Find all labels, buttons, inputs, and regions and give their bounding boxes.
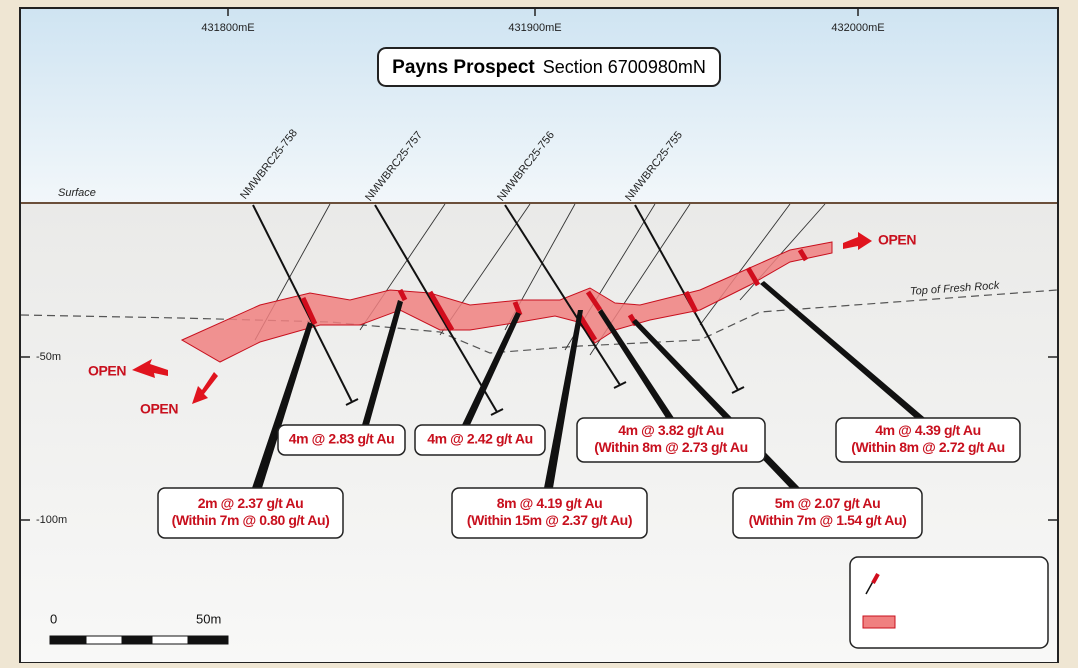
- scale-label: 50m: [196, 611, 221, 626]
- title: Payns Prospect Section 6700980mN: [392, 57, 706, 78]
- legend-box: [850, 557, 1048, 648]
- intercept-text: 8m @ 4.19 g/t Au: [497, 495, 603, 511]
- sky: [21, 9, 1057, 203]
- depth-label: -100m: [36, 514, 67, 526]
- intercept-text: 4m @ 2.83 g/t Au: [289, 431, 395, 447]
- intercept-text: (Within 7m @ 0.80 g/t Au): [172, 512, 330, 528]
- surface-label: Surface: [58, 187, 96, 199]
- intercept-text: (Within 15m @ 2.37 g/t Au): [467, 512, 632, 528]
- scale-label: 0: [50, 611, 57, 626]
- open-label: OPEN: [140, 401, 178, 417]
- intercept-text: 4m @ 3.82 g/t Au: [618, 422, 724, 438]
- intercept-text: 5m @ 2.07 g/t Au: [775, 495, 881, 511]
- intercept-text: (Within 8m @ 2.72 g/t Au: [851, 439, 1005, 455]
- intercept-text: (Within 7m @ 1.54 g/t Au): [749, 512, 907, 528]
- title-rest: Section 6700980mN: [543, 57, 706, 77]
- intercept-text: 2m @ 2.37 g/t Au: [198, 495, 304, 511]
- easting-label: 431900mE: [508, 22, 561, 34]
- page: Payns Prospect Section 6700980mN 431800mE…: [0, 0, 1078, 668]
- legend-icon-envelope: [863, 616, 895, 628]
- scale-bar: [50, 636, 228, 644]
- intercept-text: (Within 8m @ 2.73 g/t Au: [594, 439, 748, 455]
- easting-label: 432000mE: [831, 22, 884, 34]
- easting-label: 431800mE: [201, 22, 254, 34]
- open-label: OPEN: [88, 363, 126, 379]
- depth-label: -50m: [36, 351, 61, 363]
- intercept-text: 4m @ 4.39 g/t Au: [875, 422, 981, 438]
- open-label: OPEN: [878, 232, 916, 248]
- section-diagram: Payns Prospect Section 6700980mN 431800mE…: [0, 0, 1078, 663]
- title-bold: Payns Prospect: [392, 57, 535, 78]
- intercept-text: 4m @ 2.42 g/t Au: [427, 431, 533, 447]
